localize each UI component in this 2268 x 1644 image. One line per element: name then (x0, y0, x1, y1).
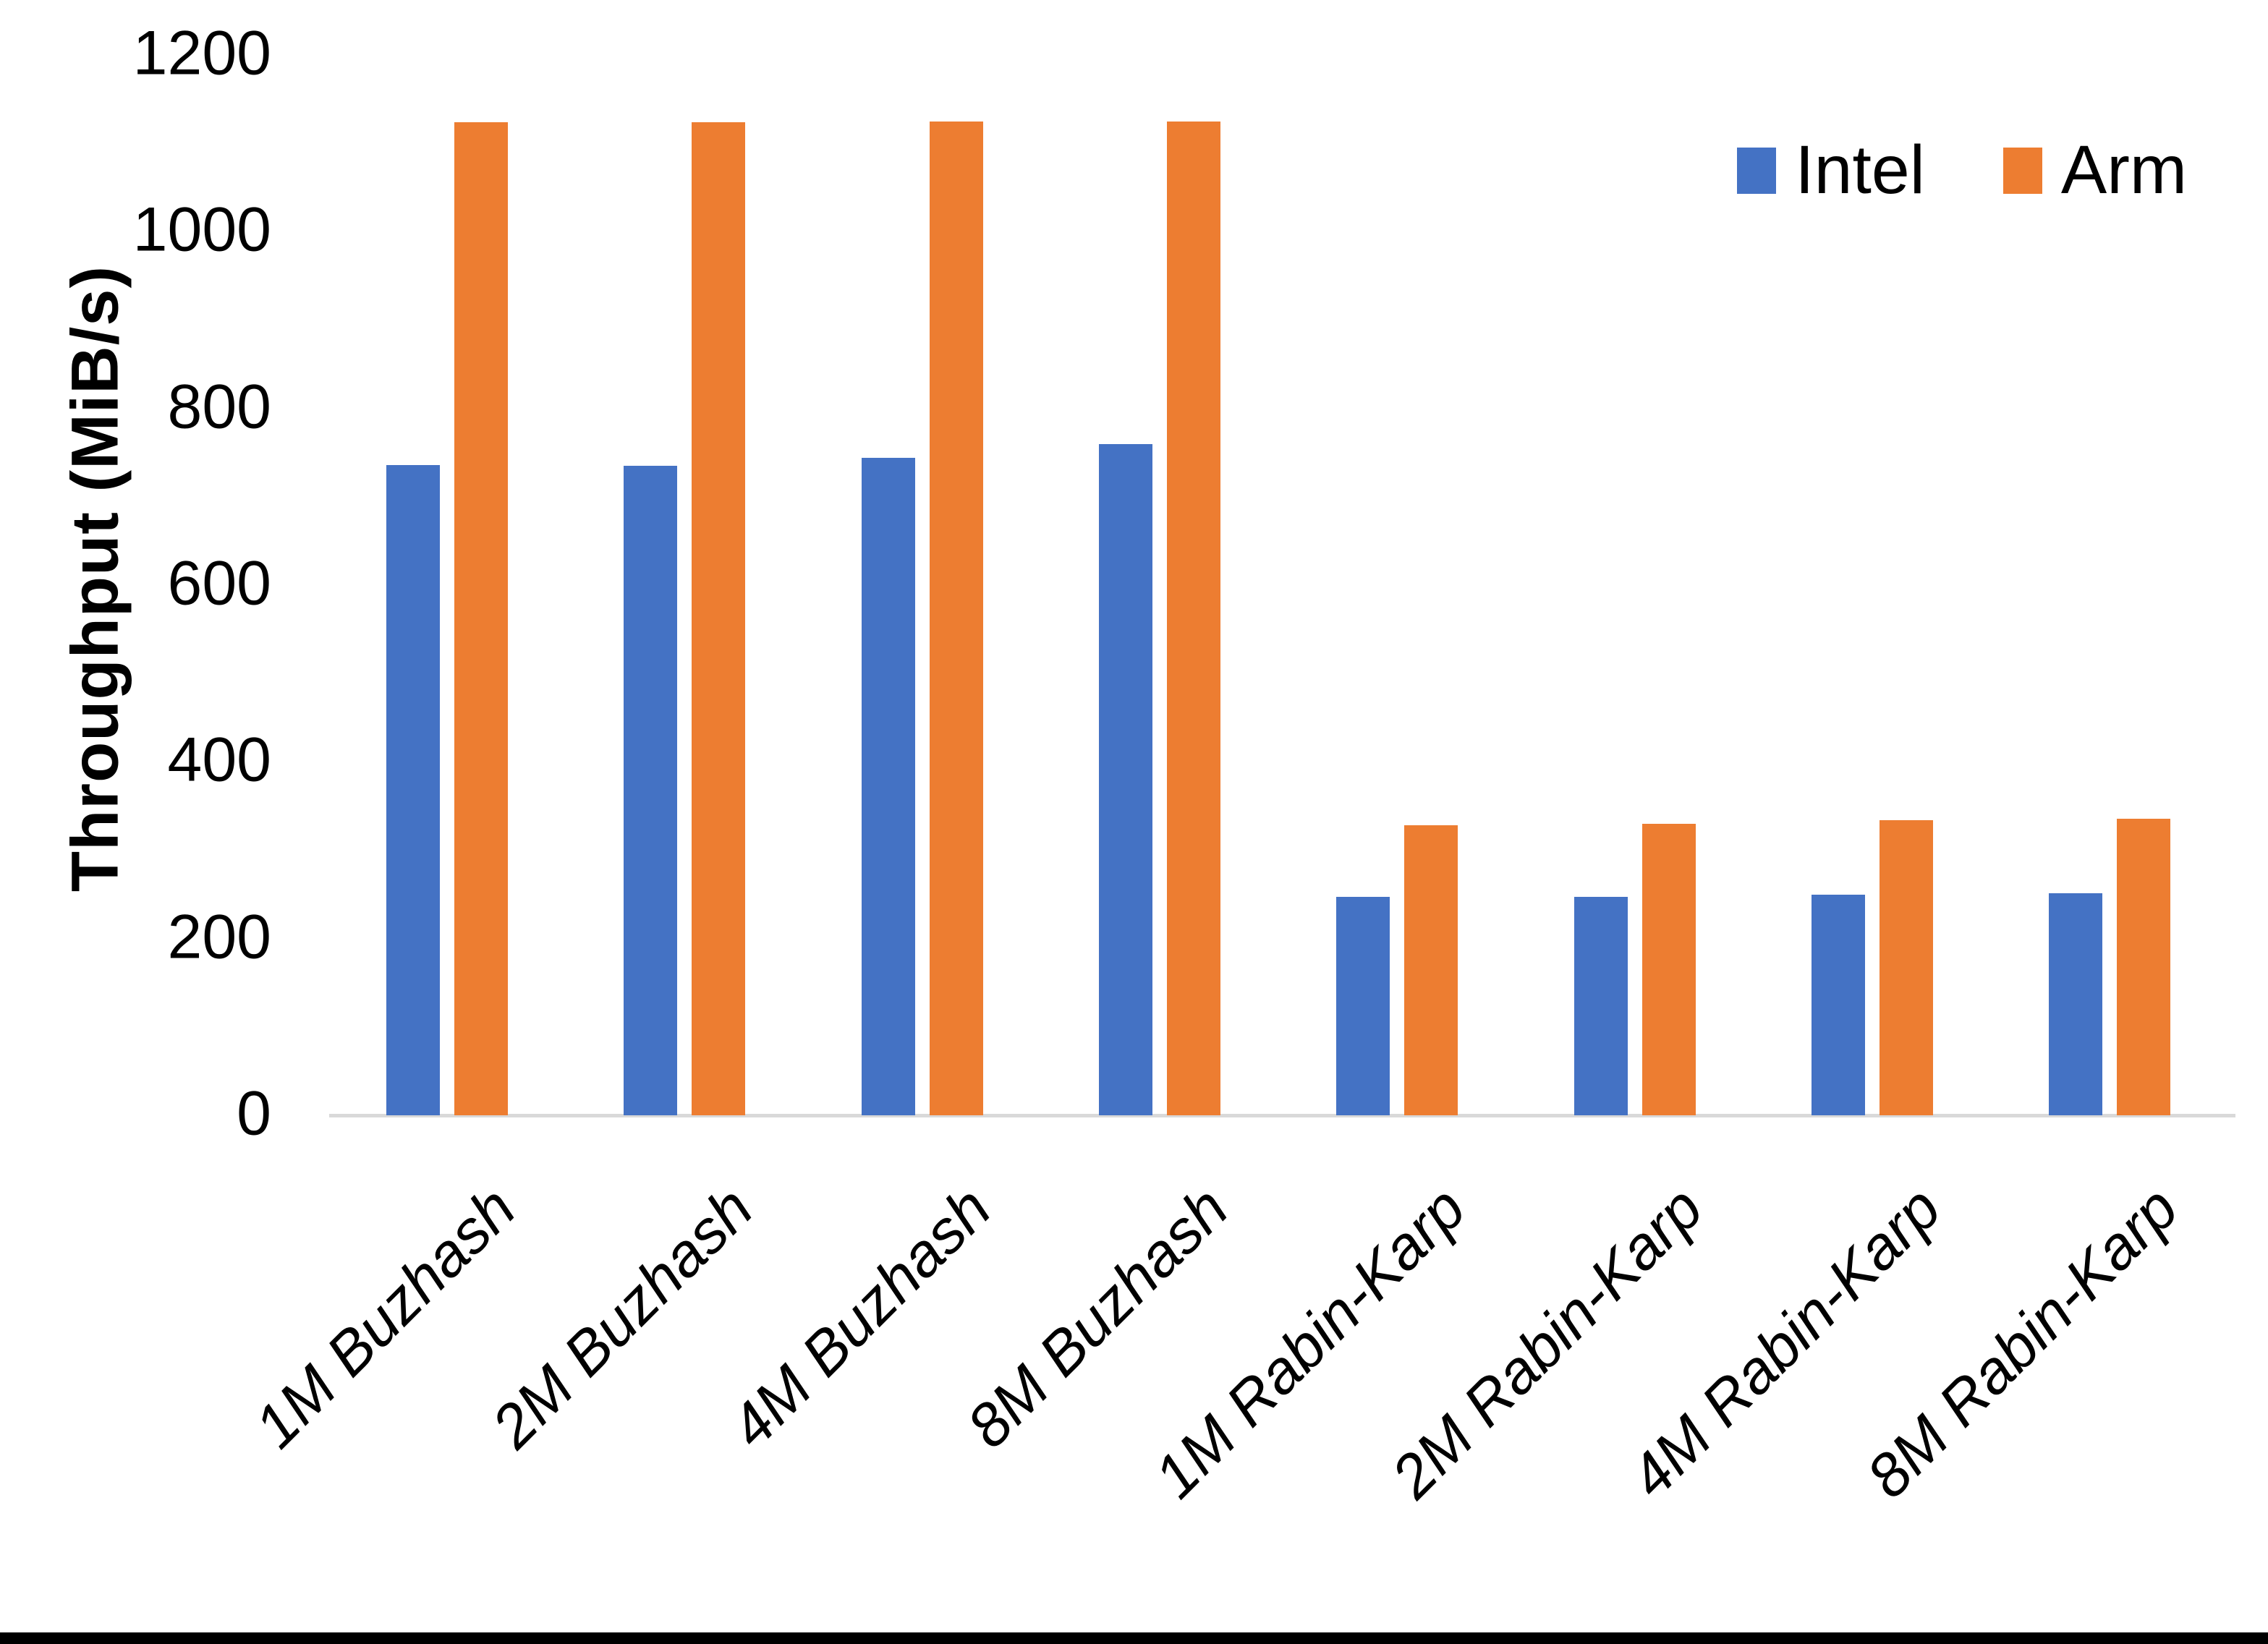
bar-arm-8m-buzhash (1167, 122, 1220, 1115)
page-bottom-border (0, 1632, 2268, 1644)
bar-arm-4m-buzhash (930, 122, 983, 1115)
bar-intel-1m-buzhash (386, 465, 440, 1115)
bar-intel-2m-buzhash (624, 466, 677, 1115)
bar-intel-2m-rabin-karp (1574, 897, 1628, 1115)
y-tick-label-1000: 1000 (132, 195, 271, 265)
bar-arm-2m-rabin-karp (1642, 824, 1696, 1115)
bar-intel-1m-rabin-karp (1336, 897, 1390, 1115)
bar-intel-8m-rabin-karp (2049, 893, 2102, 1115)
legend-label-intel: Intel (1795, 132, 1925, 208)
legend: Intel Arm (1737, 136, 2187, 205)
y-tick-label-1200: 1200 (132, 18, 271, 88)
legend-swatch-arm (2002, 147, 2042, 194)
x-axis-line (329, 1114, 2235, 1117)
bar-intel-8m-buzhash (1099, 444, 1152, 1115)
bar-intel-4m-buzhash (862, 458, 915, 1115)
legend-swatch-intel (1737, 147, 1777, 194)
bar-arm-2m-buzhash (692, 122, 745, 1115)
y-tick-label-400: 400 (167, 725, 272, 795)
legend-label-arm: Arm (2060, 132, 2187, 208)
bar-intel-4m-rabin-karp (1812, 895, 1865, 1115)
legend-item-arm: Arm (2002, 132, 2187, 208)
bar-arm-1m-buzhash (454, 122, 508, 1115)
bar-arm-1m-rabin-karp (1404, 825, 1458, 1115)
y-tick-label-600: 600 (167, 548, 272, 618)
bar-arm-4m-rabin-karp (1880, 820, 1933, 1115)
y-tick-label-800: 800 (167, 372, 272, 442)
y-tick-label-200: 200 (167, 902, 272, 972)
y-tick-label-0: 0 (237, 1078, 271, 1149)
legend-item-intel: Intel (1737, 136, 1925, 205)
bar-arm-8m-rabin-karp (2117, 819, 2170, 1115)
